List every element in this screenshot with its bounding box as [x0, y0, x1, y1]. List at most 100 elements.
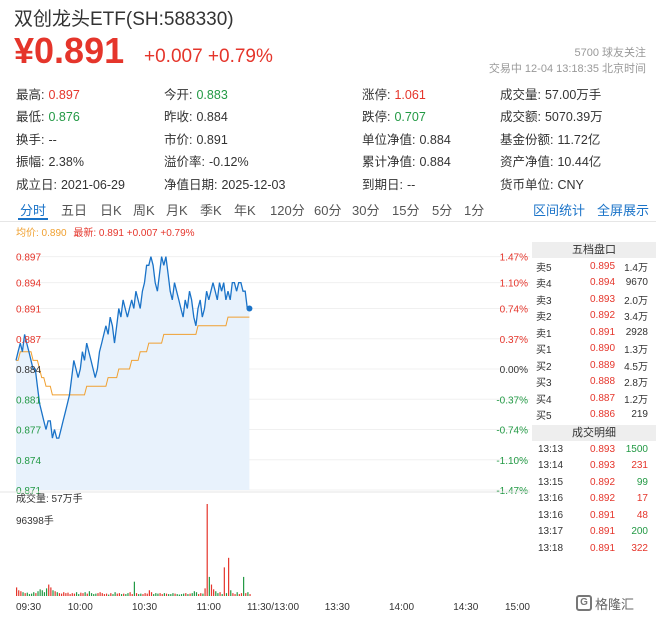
order-book-title: 五档盘口	[532, 242, 656, 258]
trade-row: 13:17 0.891 200	[532, 524, 656, 541]
followers-count[interactable]: 5700 球友关注	[574, 47, 646, 59]
intraday-chart[interactable]: 0.897 0.894 0.891 0.887 0.884 0.881 0.877 0.874…	[0, 236, 530, 616]
tab-period[interactable]: 60分	[314, 203, 342, 218]
stat-item: 最低: 0.876	[16, 106, 80, 125]
tab-period[interactable]: 周K	[133, 203, 155, 218]
volume-bar	[114, 592, 116, 596]
stat-label: 成交额:	[500, 110, 541, 125]
volume-bar	[88, 591, 91, 596]
stat-label: 基金份额:	[500, 132, 554, 147]
tab-period[interactable]: 五日	[61, 203, 88, 218]
volume-bar	[183, 593, 185, 596]
stat-label: 单位净值:	[362, 132, 416, 147]
volume-bar	[86, 593, 88, 596]
order-side: 卖2	[536, 312, 552, 324]
tab-period[interactable]: 1分	[464, 203, 485, 218]
volume-bar	[144, 593, 146, 596]
tab-period[interactable]: 月K	[166, 203, 188, 218]
volume-bar	[138, 594, 140, 596]
volume-bar	[80, 592, 82, 596]
fullscreen-button[interactable]: 全屏展示	[597, 203, 650, 218]
stat-label: 溢价率:	[164, 155, 205, 170]
current-price: ¥0.891	[14, 30, 125, 71]
order-book-row: 买5 0.886 219	[532, 407, 656, 424]
tab-period[interactable]: 年K	[234, 203, 256, 218]
volume-bar	[245, 593, 247, 596]
series-price-line	[15, 256, 250, 439]
tab-period[interactable]: 15分	[392, 203, 420, 218]
volume-bar	[101, 593, 103, 596]
trade-price: 0.893	[590, 443, 616, 455]
volume-bar	[26, 592, 28, 596]
order-book-row: 买2 0.889 4.5万	[532, 357, 656, 374]
stat-item: 今开: 0.883	[164, 84, 228, 103]
order-side: 卖4	[536, 279, 552, 291]
tab-period[interactable]: 日K	[100, 203, 122, 218]
tab-period[interactable]: 季K	[200, 203, 222, 218]
trade-list: 13:13 0.893 1500 13:14 0.893 231 13:15 0.892 99 1…	[532, 441, 656, 557]
range-stats-button[interactable]: 区间统计	[533, 203, 586, 218]
tab-period[interactable]: 30分	[352, 203, 380, 218]
volume-bar	[110, 593, 112, 596]
y-tick-label: 0.897	[16, 253, 41, 264]
intraday-chart-svg[interactable]: 0.897 0.894 0.891 0.887 0.884 0.881 0.877 0.874…	[0, 236, 530, 616]
x-tick-label: 10:00	[68, 602, 93, 613]
x-tick-label: 11:00	[197, 602, 222, 613]
x-tick-label: 10:30	[132, 602, 157, 613]
order-price: 0.889	[590, 359, 616, 371]
volume-bar	[60, 593, 63, 596]
latest-price-dot	[246, 305, 253, 312]
trade-time: 13:17	[538, 526, 564, 538]
volume-bar	[191, 593, 193, 596]
trade-price: 0.891	[590, 526, 616, 538]
order-price: 0.893	[590, 293, 616, 305]
volume-bar	[208, 576, 210, 596]
stat-value: 0.891	[196, 132, 228, 147]
trade-price: 0.891	[590, 509, 616, 521]
trade-row: 13:15 0.892 99	[532, 474, 656, 491]
y-tick-label: 0.891	[16, 305, 41, 316]
trade-time: 13:16	[538, 509, 564, 521]
order-volume: 1.4万	[624, 262, 648, 274]
order-volume: 4.5万	[624, 361, 648, 373]
pct-tick-label: -1.10%	[496, 456, 528, 467]
volume-bar	[97, 593, 99, 596]
stat-value: 2021-06-29	[60, 177, 125, 192]
volume-bar	[133, 581, 135, 596]
watermark: G 格隆汇	[576, 593, 652, 613]
order-book-row: 卖4 0.894 9670	[532, 275, 656, 292]
volume-bar	[22, 592, 24, 596]
stat-label: 成立日:	[16, 177, 57, 192]
stat-item: 换手: --	[16, 129, 57, 148]
stat-label: 振幅:	[16, 155, 45, 170]
order-volume: 2.8万	[624, 378, 648, 390]
stat-value: 0.884	[419, 132, 451, 147]
volume-bar	[108, 594, 110, 596]
volume-bar	[204, 588, 206, 596]
volume-bar	[146, 593, 148, 596]
x-tick-label: 11:30/13:00	[247, 602, 300, 613]
stat-label: 昨收:	[164, 110, 193, 125]
tab-period[interactable]: 120分	[270, 203, 305, 218]
stat-item: 涨停: 1.061	[362, 84, 426, 103]
order-book-row: 卖3 0.893 2.0万	[532, 291, 656, 308]
volume-bar	[230, 590, 232, 596]
volume-bar	[58, 593, 61, 596]
volume-bar	[39, 589, 41, 596]
order-book-row: 买3 0.888 2.8万	[532, 374, 656, 391]
volume-bar	[236, 592, 238, 596]
tab-period[interactable]: 5分	[432, 203, 453, 218]
volume-bar	[71, 593, 73, 596]
volume-bar	[33, 592, 35, 596]
avg-price-legend: 均价: 0.890	[16, 228, 67, 239]
trade-row: 13:18 0.891 322	[532, 540, 656, 557]
trade-volume: 17	[636, 493, 648, 505]
stat-label: 最高:	[16, 88, 45, 102]
volume-bar	[195, 592, 198, 596]
stat-label: 到期日:	[362, 177, 403, 192]
volume-bar	[127, 593, 129, 596]
volume-bar	[178, 594, 180, 596]
order-book-row: 卖5 0.895 1.4万	[532, 258, 656, 275]
volume-bar	[234, 594, 236, 596]
tab-period[interactable]: 分时	[20, 203, 47, 218]
